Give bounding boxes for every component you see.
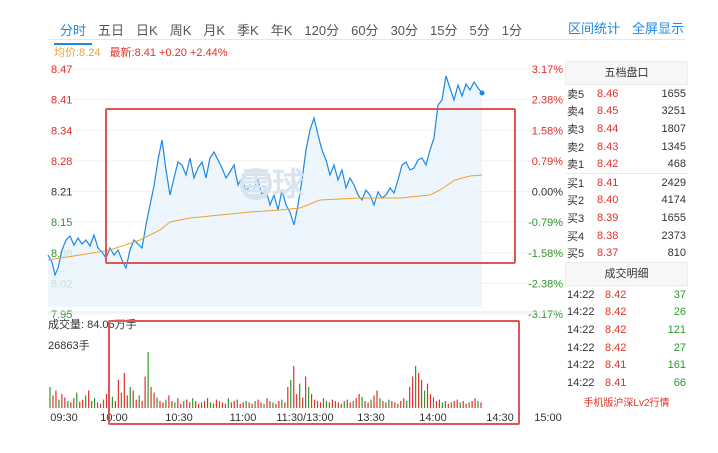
order-row: 卖2 8.43 1345	[567, 140, 686, 154]
y-label-right: 3.17%	[532, 64, 563, 76]
bid-table: 买1 8.41 2429 买2 8.40 4174 买3 8.39 1655 买4 8.38 2373…	[565, 172, 688, 262]
trade-row: 14:22 8.41 66	[567, 376, 686, 389]
x-label: 10:00	[100, 412, 128, 424]
avg-price: 均价:8.24	[54, 47, 101, 59]
divider	[48, 39, 685, 40]
tab-10[interactable]: 15分	[430, 23, 458, 38]
fullscreen-link[interactable]: 全屏显示	[631, 21, 684, 36]
latest-price: 最新:8.41 +0.20 +2.44%	[109, 47, 228, 59]
highlight-box-price	[105, 108, 516, 264]
y-label-right: -3.17%	[528, 309, 563, 321]
volume-label: 成交量: 84.06万手	[48, 319, 137, 331]
x-label: 14:00	[419, 412, 447, 424]
x-label: 14:30	[486, 412, 514, 424]
trades-title: 成交明细	[565, 261, 688, 286]
y-label-left: 8.41	[51, 95, 72, 107]
order-row: 卖5 8.46 1655	[567, 87, 686, 101]
period-tabs: 分时 五日 日K 周K 月K 季K 年K 120分 60分 30分 15分 5分 1分	[54, 14, 528, 45]
last-price-dot	[479, 90, 485, 96]
x-label: 11:30/13:00	[276, 412, 333, 424]
tab-6[interactable]: 年K	[270, 23, 293, 38]
order-row: 卖1 8.42 468	[567, 158, 686, 172]
y-label-left: 8.15	[51, 217, 72, 229]
lv2-link[interactable]: 手机版沪深Lv2行情	[583, 397, 670, 409]
y-label-right: -2.38%	[528, 278, 563, 290]
y-label-right: -1.58%	[528, 248, 563, 260]
x-label: 15:00	[534, 412, 562, 424]
order-row: 卖4 8.45 3251	[567, 105, 686, 119]
price-info: 均价:8.24 最新:8.41 +0.20 +2.44%	[54, 44, 228, 60]
order-row: 买5 8.37 810	[567, 247, 686, 261]
tab-3[interactable]: 周K	[169, 23, 192, 38]
trade-row: 14:22 8.42 121	[567, 323, 686, 336]
y-label-left: 8.28	[51, 156, 72, 168]
y-label-right: 2.38%	[532, 95, 563, 107]
trades-table: 14:22 8.42 37 14:22 8.42 26 14:22 8.42 121 14:22 8…	[565, 286, 688, 392]
trade-row: 14:22 8.42 26	[567, 306, 686, 319]
tab-2[interactable]: 日K	[136, 23, 158, 38]
ask-table: 卖5 8.46 1655 卖4 8.45 3251 卖3 8.44 1807 卖2 8.43 1345…	[565, 85, 688, 173]
y-label-left: 8.47	[51, 64, 72, 76]
range-stats-link[interactable]: 区间统计	[567, 21, 620, 36]
trade-row: 14:22 8.42 27	[567, 341, 686, 354]
y-label-left: 8.34	[51, 125, 72, 137]
order-row: 买3 8.39 1655	[567, 211, 686, 225]
tab-5[interactable]: 季K	[237, 23, 259, 38]
right-links: 区间统计 全屏显示	[568, 18, 684, 37]
trade-row: 14:22 8.42 37	[567, 288, 686, 301]
order-row: 买1 8.41 2429	[567, 176, 686, 190]
tab-0[interactable]: 分时	[54, 14, 93, 45]
y-label-right: -0.79%	[528, 217, 563, 229]
order-row: 买2 8.40 4174	[567, 194, 686, 208]
tab-7[interactable]: 120分	[304, 23, 340, 38]
tab-9[interactable]: 30分	[390, 23, 419, 38]
y-label-right: 1.58%	[532, 125, 563, 137]
tab-4[interactable]: 月K	[203, 23, 226, 38]
y-label-right: 0.79%	[532, 156, 563, 168]
tab-12[interactable]: 1分	[501, 23, 522, 38]
y-label-right: 0.00%	[532, 187, 563, 199]
x-label: 13:30	[357, 412, 385, 424]
highlight-box-volume	[108, 320, 520, 425]
x-label: 09:30	[50, 412, 78, 424]
trade-row: 14:22 8.41 161	[567, 359, 686, 372]
price-line	[47, 75, 483, 277]
order-book: 五档盘口 卖5 8.46 1655 卖4 8.45 3251 卖3 8.44 1807 卖2 8.4…	[565, 61, 688, 409]
avg-line	[47, 174, 483, 261]
x-label: 11:00	[230, 412, 257, 424]
x-label: 10:30	[165, 412, 193, 424]
volume-sub: 26863手	[48, 340, 90, 352]
tab-1[interactable]: 五日	[98, 23, 125, 38]
y-label-left: 8.21	[51, 187, 72, 199]
watermark-logo	[240, 168, 272, 200]
order-book-title: 五档盘口	[565, 61, 688, 85]
order-row: 卖3 8.44 1807	[567, 122, 686, 136]
tab-11[interactable]: 5分	[469, 23, 490, 38]
tab-8[interactable]: 60分	[351, 23, 379, 38]
order-row: 买4 8.38 2373	[567, 229, 686, 243]
